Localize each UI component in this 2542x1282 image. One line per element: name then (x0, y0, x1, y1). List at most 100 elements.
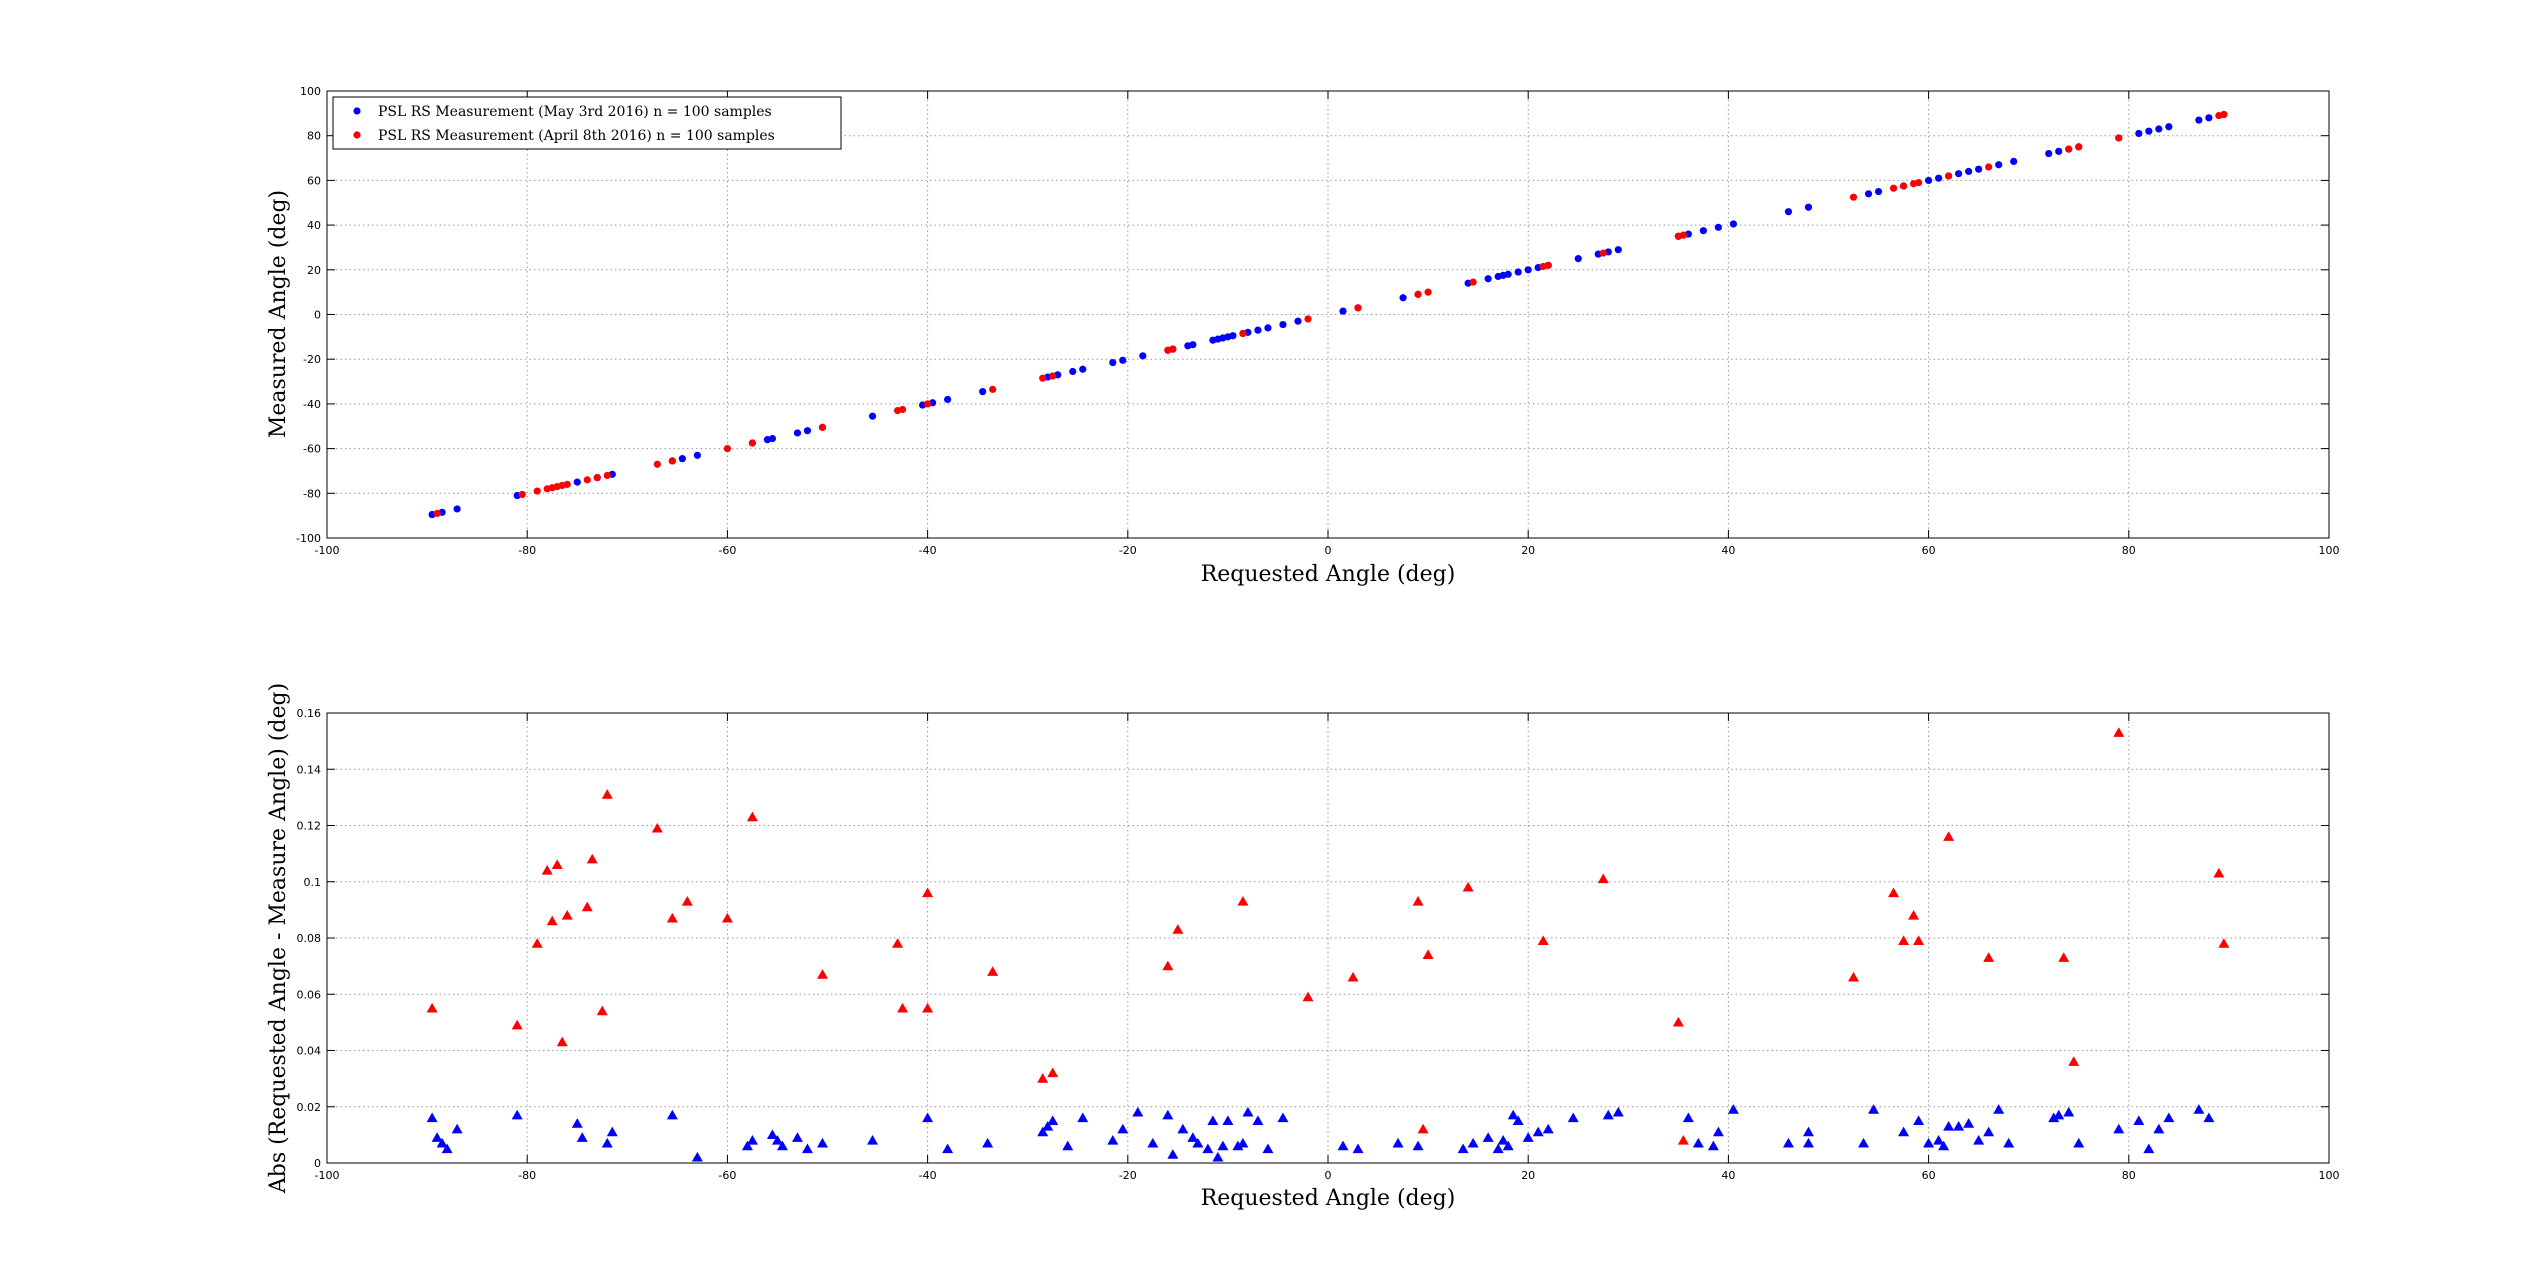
top-series-0-point (1504, 270, 1512, 278)
bottom-x-axis-label: Requested Angle (deg) (1201, 1186, 1456, 1211)
bottom-series-0-point (816, 1137, 828, 1148)
top-series-1-point (818, 423, 827, 431)
top-series-1-point (1544, 261, 1552, 269)
top-series-1-point (1304, 315, 1312, 323)
bottom-series-1-point (1462, 881, 1474, 892)
bottom-series-0-point (1117, 1123, 1129, 1134)
legend-marker-may (353, 107, 361, 115)
bottom-series-0-point (1682, 1112, 1694, 1123)
top-series-1-point (1849, 193, 1858, 201)
y-tick-label: 0 (314, 309, 321, 322)
y-tick-label: 0.14 (297, 763, 322, 776)
top-series-0-point (1729, 220, 1738, 228)
bottom-series-1-point (1983, 952, 1995, 962)
bottom-series-0-point (1237, 1137, 1249, 1148)
bottom-series-1-point (987, 966, 999, 976)
bottom-series-0-point (741, 1140, 753, 1151)
bottom-series-0-point (451, 1123, 463, 1134)
bottom-series-0-point (791, 1132, 803, 1142)
bottom-series-0-point (1162, 1109, 1174, 1120)
bottom-series-0-point (1727, 1104, 1739, 1114)
bottom-series-0-point (2143, 1143, 2155, 1154)
bottom-series-1-point (546, 915, 558, 926)
bottom-series-0-point (601, 1137, 613, 1148)
bottom-series-0-point (1147, 1137, 1159, 1148)
bottom-series-0-point (1933, 1135, 1945, 1145)
x-tick-label: -20 (1119, 544, 1137, 557)
top-series-1-point (898, 405, 907, 414)
top-series-0-point (1069, 367, 1077, 376)
top-series-1-point (1945, 172, 1953, 180)
y-tick-label: 0.06 (297, 988, 322, 1001)
top-series-0-point (453, 505, 461, 513)
y-tick-label: 0.02 (297, 1101, 322, 1114)
bottom-series-0-point (2048, 1112, 2060, 1123)
top-series-0-point (693, 451, 701, 459)
bottom-series-1-point (551, 859, 563, 869)
top-series-1-point (533, 487, 541, 495)
x-tick-label: 40 (1721, 544, 1735, 557)
top-series-1-point (1039, 374, 1047, 382)
bottom-series-1-point (1677, 1135, 1689, 1145)
x-tick-label: -60 (718, 1169, 736, 1182)
y-tick-label: 0.08 (297, 932, 322, 945)
top-series-1-point (583, 476, 591, 484)
bottom-series-0-point (1923, 1137, 1935, 1148)
top-series-0-point (2045, 149, 2053, 158)
x-tick-label: -80 (518, 544, 536, 557)
top-series-1-point (518, 490, 526, 499)
bottom-series-0-point (1802, 1137, 1814, 1148)
bottom-series-0-point (1047, 1115, 1059, 1125)
bottom-series-0-point (1077, 1112, 1089, 1123)
top-series-0-point (1874, 187, 1883, 196)
top-plot: -100 -80 -60 -40 -20 0 20 40 60 80 100 -100-80-60-… (266, 85, 2340, 587)
bottom-series-1-point (541, 865, 553, 875)
x-tick-label: 40 (1721, 1169, 1735, 1182)
bottom-series-0-point (1212, 1151, 1224, 1162)
bottom-series-0-point (801, 1143, 813, 1154)
x-tick-label: -20 (1119, 1169, 1137, 1182)
bottom-series-0-point (436, 1137, 448, 1148)
y-tick-label: 80 (307, 130, 321, 143)
bottom-series-1-point (511, 1019, 523, 1030)
y-tick-label: 0 (314, 1157, 321, 1170)
top-series-0-point (1925, 176, 1933, 184)
y-tick-label: -20 (303, 353, 321, 366)
bottom-series-0-point (1412, 1140, 1424, 1151)
top-series-0-point (1079, 365, 1087, 373)
y-tick-label: -100 (296, 532, 321, 545)
top-series-1-point (2065, 145, 2073, 153)
y-tick-label: 40 (307, 219, 321, 232)
bottom-series-1-point (1848, 971, 1860, 982)
bottom-series-1-point (561, 910, 573, 920)
bottom-series-0-point (1482, 1132, 1494, 1142)
top-series-0-point (678, 455, 686, 463)
bottom-series-0-point (746, 1135, 758, 1145)
top-series-0-point (1524, 266, 1532, 274)
bottom-series-0-point (511, 1109, 523, 1120)
bottom-series-0-point (571, 1118, 583, 1128)
bottom-series-1-point (426, 1002, 438, 1013)
bottom-series-1-point (596, 1005, 608, 1016)
x-tick-label: 20 (1521, 544, 1535, 557)
top-legend: PSL RS Measurement (May 3rd 2016) n = 10… (332, 96, 842, 150)
bottom-series-0-point (1167, 1149, 1179, 1159)
legend-label-may: PSL RS Measurement (May 3rd 2016) n = 10… (378, 104, 772, 120)
bottom-series-0-point (1132, 1106, 1144, 1117)
bottom-series-1-point (1672, 1016, 1684, 1027)
y-tick-label: 20 (307, 264, 321, 277)
bottom-series-1-point (1943, 831, 1955, 841)
bottom-series-1-point (581, 901, 593, 912)
bottom-series-0-point (1898, 1126, 1910, 1137)
bottom-series-1-point (2113, 727, 2125, 737)
bottom-series-0-point (1192, 1137, 1204, 1148)
x-tick-label: 80 (2122, 544, 2136, 557)
y-tick-label: -80 (303, 487, 321, 500)
bottom-series-0-point (1963, 1118, 1975, 1128)
bottom-series-1-point (651, 822, 663, 833)
bottom-series-0-point (1692, 1137, 1704, 1148)
bottom-series-0-point (1207, 1115, 1219, 1125)
bottom-series-0-point (2053, 1109, 2065, 1120)
bottom-series-0-point (2073, 1137, 2085, 1148)
